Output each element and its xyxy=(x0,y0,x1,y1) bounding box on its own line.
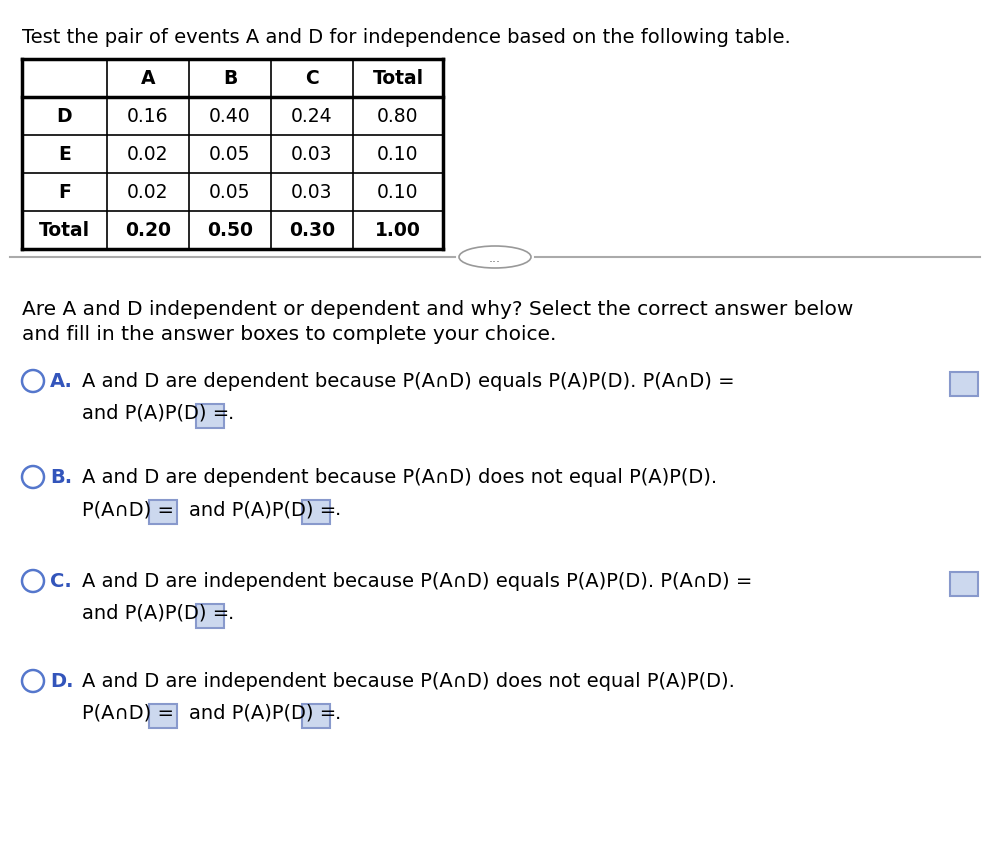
Text: .: . xyxy=(228,403,234,422)
Text: 0.02: 0.02 xyxy=(128,145,168,165)
Text: E: E xyxy=(58,145,71,165)
Text: 0.30: 0.30 xyxy=(289,221,335,241)
Text: and P(A)P(D) =: and P(A)P(D) = xyxy=(82,603,230,623)
Text: A and D are dependent because P(A∩D) equals P(A)P(D). P(A∩D) =: A and D are dependent because P(A∩D) equ… xyxy=(82,372,735,391)
Text: F: F xyxy=(58,183,71,202)
Text: D: D xyxy=(56,107,72,126)
FancyBboxPatch shape xyxy=(148,501,177,525)
Text: and P(A)P(D) =: and P(A)P(D) = xyxy=(189,499,336,519)
Text: B: B xyxy=(223,69,238,89)
Text: ...: ... xyxy=(489,251,501,264)
Text: Test the pair of events A and D for independence based on the following table.: Test the pair of events A and D for inde… xyxy=(22,28,791,47)
Text: 0.40: 0.40 xyxy=(209,107,250,126)
FancyBboxPatch shape xyxy=(303,705,331,728)
Text: A and D are independent because P(A∩D) does not equal P(A)P(D).: A and D are independent because P(A∩D) d… xyxy=(82,671,735,690)
FancyBboxPatch shape xyxy=(950,373,978,397)
Text: .: . xyxy=(335,703,341,722)
Text: C.: C. xyxy=(50,572,71,590)
Text: 0.20: 0.20 xyxy=(125,221,171,241)
Text: 0.03: 0.03 xyxy=(291,183,333,202)
Text: 0.10: 0.10 xyxy=(377,183,419,202)
Text: P(A∩D) =: P(A∩D) = xyxy=(82,703,174,722)
Circle shape xyxy=(22,571,44,592)
Text: 0.24: 0.24 xyxy=(291,107,333,126)
Circle shape xyxy=(22,467,44,489)
Text: A and D are dependent because P(A∩D) does not equal P(A)P(D).: A and D are dependent because P(A∩D) doe… xyxy=(82,467,717,486)
FancyBboxPatch shape xyxy=(196,404,224,428)
Ellipse shape xyxy=(459,247,531,269)
Text: 0.05: 0.05 xyxy=(209,183,250,202)
Text: 0.05: 0.05 xyxy=(209,145,250,165)
FancyBboxPatch shape xyxy=(950,572,978,596)
FancyBboxPatch shape xyxy=(148,705,177,728)
Text: and P(A)P(D) =: and P(A)P(D) = xyxy=(82,403,230,422)
Text: C: C xyxy=(305,69,319,89)
Circle shape xyxy=(22,670,44,692)
Text: Total: Total xyxy=(39,221,90,241)
Text: P(A∩D) =: P(A∩D) = xyxy=(82,499,174,519)
Text: A and D are independent because P(A∩D) equals P(A)P(D). P(A∩D) =: A and D are independent because P(A∩D) e… xyxy=(82,572,752,590)
FancyBboxPatch shape xyxy=(303,501,331,525)
Circle shape xyxy=(22,370,44,392)
Text: A.: A. xyxy=(50,372,73,391)
Text: 0.02: 0.02 xyxy=(128,183,168,202)
Text: Total: Total xyxy=(372,69,424,89)
Text: 0.16: 0.16 xyxy=(128,107,168,126)
Text: 0.03: 0.03 xyxy=(291,145,333,165)
Text: 0.50: 0.50 xyxy=(207,221,253,241)
Text: and fill in the answer boxes to complete your choice.: and fill in the answer boxes to complete… xyxy=(22,325,556,344)
Text: 1.00: 1.00 xyxy=(375,221,421,241)
Text: and P(A)P(D) =: and P(A)P(D) = xyxy=(189,703,336,722)
Text: 0.10: 0.10 xyxy=(377,145,419,165)
Text: .: . xyxy=(335,499,341,519)
FancyBboxPatch shape xyxy=(196,604,224,629)
Text: 0.80: 0.80 xyxy=(377,107,419,126)
Text: B.: B. xyxy=(50,467,72,486)
Text: .: . xyxy=(228,603,234,623)
Text: D.: D. xyxy=(50,671,73,690)
Text: A: A xyxy=(141,69,155,89)
Text: Are A and D independent or dependent and why? Select the correct answer below: Are A and D independent or dependent and… xyxy=(22,299,853,319)
